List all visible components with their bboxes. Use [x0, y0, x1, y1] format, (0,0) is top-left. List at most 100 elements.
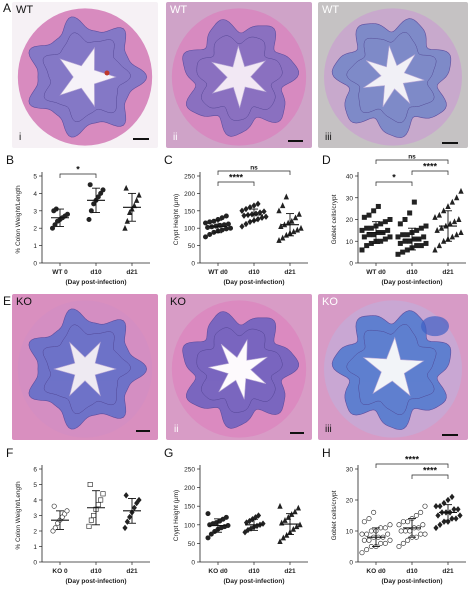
y-tick-label: 100 — [184, 226, 195, 233]
data-point — [361, 234, 367, 240]
genotype-label: WT — [16, 4, 34, 16]
data-point — [434, 227, 440, 233]
data-point — [86, 217, 92, 223]
x-tick-label: WT 0 — [52, 269, 68, 276]
data-point — [87, 481, 93, 487]
data-point — [433, 503, 439, 510]
data-point — [436, 211, 443, 218]
data-point — [207, 231, 213, 237]
y-axis-label: % Colon Weight/Length — [15, 185, 22, 254]
lumen — [59, 46, 117, 108]
y-tick-label: 250 — [184, 174, 195, 181]
y-tick-label: 2 — [33, 226, 37, 233]
x-tick-label: d21 — [442, 269, 454, 276]
data-point — [418, 243, 424, 249]
data-point — [385, 227, 391, 233]
data-point — [276, 207, 282, 214]
data-point — [223, 226, 229, 232]
data-point — [402, 238, 408, 244]
lumen — [211, 45, 267, 109]
y-tick-label: 1 — [33, 243, 37, 250]
data-point — [364, 547, 370, 553]
series-group — [205, 511, 231, 541]
x-tick-label: d10 — [248, 269, 260, 276]
data-point — [385, 531, 391, 537]
colon-section-image — [318, 2, 468, 148]
data-point — [219, 215, 225, 221]
subpanel-numeral: ii — [173, 132, 178, 143]
y-axis-label: Crypt Height (μm) — [173, 490, 180, 541]
data-point — [122, 224, 128, 231]
data-point — [457, 512, 463, 519]
data-point — [282, 517, 288, 523]
y-tick-label: 5 — [33, 482, 37, 489]
y-tick-label: 0 — [33, 560, 37, 567]
lumen — [208, 339, 268, 400]
data-point — [228, 225, 234, 231]
panel-letter-e: E — [3, 294, 12, 308]
data-point — [296, 210, 302, 217]
y-tick-label: 200 — [184, 191, 195, 198]
data-point — [413, 513, 419, 519]
data-point — [292, 508, 298, 515]
data-point — [239, 207, 245, 214]
data-point — [445, 496, 451, 504]
subpanel-numeral: i — [19, 132, 22, 143]
scale-bar — [136, 430, 150, 432]
data-point — [435, 512, 441, 519]
lumen — [362, 336, 425, 397]
data-point — [277, 502, 283, 509]
data-point — [456, 216, 462, 222]
significance-bracket — [411, 170, 449, 175]
data-point — [298, 224, 304, 231]
data-point — [49, 225, 55, 231]
data-point — [423, 223, 429, 229]
data-point — [400, 519, 406, 525]
data-point — [126, 209, 133, 216]
data-point — [395, 251, 401, 257]
data-point — [437, 503, 443, 510]
data-point — [249, 211, 255, 218]
data-point — [361, 537, 367, 543]
panel-letter: H — [322, 446, 331, 460]
data-point — [255, 200, 261, 208]
data-point — [382, 219, 388, 225]
data-point — [433, 524, 439, 532]
x-tick-label: d21 — [284, 568, 296, 575]
data-point — [263, 213, 269, 220]
data-point — [418, 531, 424, 537]
stain-patch — [421, 316, 449, 337]
x-axis-label: (Day post-infection) — [65, 279, 126, 286]
data-point — [52, 222, 58, 228]
data-point — [223, 514, 229, 520]
data-point — [436, 242, 443, 249]
data-point — [251, 202, 257, 209]
data-point — [418, 225, 424, 231]
scale-bar — [288, 140, 303, 142]
y-tick-label: 150 — [184, 208, 195, 215]
y-tick-label: 50 — [188, 243, 196, 250]
x-tick-label: d10 — [90, 269, 102, 276]
y-tick-label: 200 — [184, 485, 195, 492]
data-point — [359, 550, 365, 556]
genotype-label: KO — [322, 296, 338, 308]
data-point — [458, 187, 464, 194]
data-point — [407, 238, 413, 244]
colon-section-image — [166, 2, 312, 148]
chart-d-goblet-cells: D 0 10 20 30 40 Goblet cells/crypt WT d0 d10 d21(… — [322, 153, 466, 286]
panel-letter: B — [6, 153, 14, 167]
data-point — [127, 513, 133, 521]
x-tick-label: d10 — [406, 269, 418, 276]
y-tick-label: 150 — [184, 504, 195, 511]
data-point — [387, 217, 393, 223]
genotype-label: WT — [170, 4, 188, 16]
significance-label: **** — [423, 162, 438, 172]
scale-bar — [290, 432, 304, 434]
panel-letter: G — [164, 446, 173, 460]
data-point — [453, 194, 460, 201]
data-point — [205, 511, 211, 517]
data-point — [371, 509, 377, 515]
data-point — [242, 529, 248, 536]
data-point — [397, 221, 403, 227]
